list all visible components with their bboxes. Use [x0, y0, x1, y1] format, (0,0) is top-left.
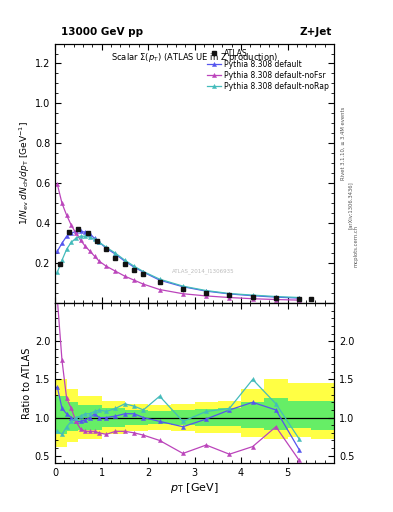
Pythia 8.308 default-noFsr: [204, 293, 209, 299]
Pythia 8.308 default-noFsr: [88, 248, 92, 254]
Text: Z+Jet: Z+Jet: [300, 27, 332, 37]
Pythia 8.308 default-noRap: [250, 292, 255, 298]
ATLAS: [57, 261, 62, 267]
Pythia 8.308 default-noRap: [88, 234, 92, 240]
Pythia 8.308 default-noFsr: [60, 200, 64, 206]
Pythia 8.308 default-noRap: [157, 276, 162, 282]
Pythia 8.308 default: [55, 248, 60, 254]
ATLAS: [104, 246, 108, 252]
Pythia 8.308 default-noRap: [132, 263, 136, 269]
Pythia 8.308 default: [73, 228, 78, 234]
Text: [arXiv:1306.3436]: [arXiv:1306.3436]: [348, 181, 353, 229]
Pythia 8.308 default-noFsr: [297, 297, 301, 303]
Y-axis label: $1/N_\mathrm{ev}\;dN_\mathrm{ch}/dp_\mathrm{T}$ [GeV$^{-1}$]: $1/N_\mathrm{ev}\;dN_\mathrm{ch}/dp_\mat…: [18, 121, 32, 225]
Pythia 8.308 default-noRap: [73, 235, 78, 241]
Legend: ATLAS, Pythia 8.308 default, Pythia 8.308 default-noFsr, Pythia 8.308 default-no: ATLAS, Pythia 8.308 default, Pythia 8.30…: [206, 47, 330, 92]
Pythia 8.308 default: [132, 264, 136, 270]
X-axis label: $p_\mathrm{T}$ [GeV]: $p_\mathrm{T}$ [GeV]: [170, 481, 219, 495]
Y-axis label: Ratio to ATLAS: Ratio to ATLAS: [22, 348, 32, 419]
Pythia 8.308 default-noFsr: [141, 281, 146, 287]
Pythia 8.308 default: [157, 277, 162, 283]
Pythia 8.308 default-noFsr: [157, 287, 162, 293]
Pythia 8.308 default: [274, 294, 278, 300]
Pythia 8.308 default: [297, 295, 301, 301]
Pythia 8.308 default-noFsr: [132, 277, 136, 283]
Pythia 8.308 default-noRap: [92, 236, 97, 242]
Pythia 8.308 default-noFsr: [227, 294, 232, 301]
Pythia 8.308 default-noRap: [180, 283, 185, 289]
Pythia 8.308 default-noFsr: [64, 212, 69, 218]
ATLAS: [157, 279, 162, 285]
Pythia 8.308 default: [113, 251, 118, 257]
Pythia 8.308 default: [60, 240, 64, 246]
Pythia 8.308 default-noRap: [204, 287, 209, 293]
Pythia 8.308 default-noFsr: [55, 181, 60, 187]
Pythia 8.308 default-noFsr: [97, 258, 101, 264]
Pythia 8.308 default-noRap: [78, 233, 83, 239]
Pythia 8.308 default-noRap: [274, 293, 278, 300]
Pythia 8.308 default-noFsr: [113, 268, 118, 274]
Pythia 8.308 default-noRap: [55, 269, 60, 275]
ATLAS: [95, 238, 99, 244]
Pythia 8.308 default-noFsr: [180, 291, 185, 297]
Pythia 8.308 default-noRap: [104, 244, 108, 250]
Text: mcplots.cern.ch: mcplots.cern.ch: [354, 225, 359, 267]
ATLAS: [309, 295, 313, 302]
Pythia 8.308 default-noRap: [227, 290, 232, 296]
Pythia 8.308 default: [83, 229, 88, 236]
Pythia 8.308 default-noRap: [297, 294, 301, 301]
Line: Pythia 8.308 default: Pythia 8.308 default: [55, 229, 301, 300]
Pythia 8.308 default: [78, 228, 83, 234]
Text: Rivet 3.1.10, ≥ 3.4M events: Rivet 3.1.10, ≥ 3.4M events: [341, 106, 346, 180]
Text: ATLAS_2014_I1306935: ATLAS_2014_I1306935: [172, 268, 235, 273]
Pythia 8.308 default-noFsr: [274, 296, 278, 303]
Pythia 8.308 default-noRap: [113, 250, 118, 257]
Pythia 8.308 default-noFsr: [83, 243, 88, 249]
Pythia 8.308 default: [250, 293, 255, 299]
ATLAS: [141, 271, 146, 277]
Pythia 8.308 default-noFsr: [73, 230, 78, 237]
ATLAS: [76, 226, 81, 232]
Text: 13000 GeV pp: 13000 GeV pp: [61, 27, 143, 37]
Pythia 8.308 default: [180, 284, 185, 290]
Line: ATLAS: ATLAS: [57, 227, 313, 301]
Pythia 8.308 default: [104, 245, 108, 251]
Pythia 8.308 default: [97, 239, 101, 245]
ATLAS: [180, 286, 185, 292]
Pythia 8.308 default-noRap: [64, 246, 69, 252]
Pythia 8.308 default-noFsr: [123, 273, 127, 279]
Pythia 8.308 default-noRap: [69, 239, 73, 245]
Pythia 8.308 default: [141, 269, 146, 275]
Pythia 8.308 default-noFsr: [92, 253, 97, 259]
Pythia 8.308 default: [227, 291, 232, 297]
ATLAS: [274, 294, 278, 301]
Pythia 8.308 default-noFsr: [250, 295, 255, 302]
ATLAS: [297, 295, 301, 302]
Line: Pythia 8.308 default-noFsr: Pythia 8.308 default-noFsr: [55, 182, 301, 302]
ATLAS: [67, 229, 72, 236]
ATLAS: [123, 261, 127, 267]
Pythia 8.308 default-noRap: [97, 239, 101, 245]
Pythia 8.308 default: [123, 258, 127, 264]
Pythia 8.308 default-noRap: [60, 257, 64, 263]
ATLAS: [204, 289, 209, 295]
Pythia 8.308 default-noRap: [83, 233, 88, 239]
Pythia 8.308 default: [64, 233, 69, 239]
Pythia 8.308 default-noRap: [141, 268, 146, 274]
Pythia 8.308 default: [92, 235, 97, 241]
Line: Pythia 8.308 default-noRap: Pythia 8.308 default-noRap: [55, 234, 301, 300]
Pythia 8.308 default: [204, 288, 209, 294]
Pythia 8.308 default-noFsr: [69, 222, 73, 228]
ATLAS: [113, 255, 118, 261]
ATLAS: [227, 292, 232, 298]
Pythia 8.308 default-noRap: [123, 257, 127, 263]
Pythia 8.308 default-noFsr: [104, 263, 108, 269]
ATLAS: [132, 267, 136, 273]
Pythia 8.308 default-noFsr: [78, 237, 83, 243]
Text: Scalar $\Sigma(p_\mathrm{T})$ (ATLAS UE in Z production): Scalar $\Sigma(p_\mathrm{T})$ (ATLAS UE …: [111, 51, 278, 65]
Pythia 8.308 default: [69, 230, 73, 237]
ATLAS: [250, 294, 255, 300]
Pythia 8.308 default: [88, 231, 92, 237]
ATLAS: [85, 230, 90, 237]
